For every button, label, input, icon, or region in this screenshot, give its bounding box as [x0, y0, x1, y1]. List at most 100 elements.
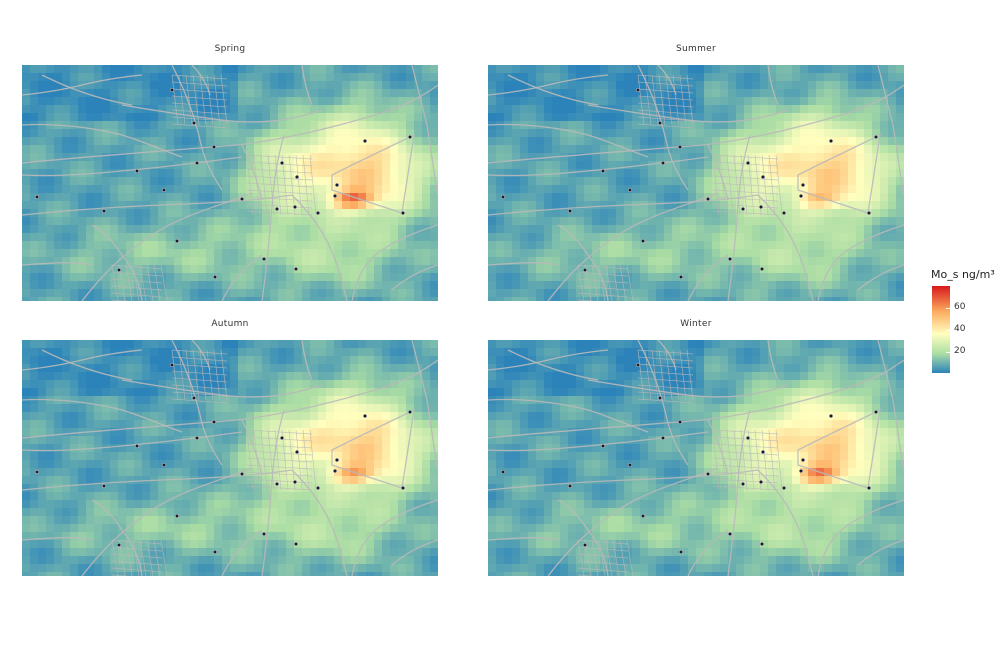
station-marker[interactable]	[600, 443, 606, 449]
station-marker[interactable]	[627, 187, 633, 193]
station-marker[interactable]	[239, 471, 245, 477]
station-marker[interactable]	[640, 513, 646, 519]
station-marker[interactable]	[191, 395, 197, 401]
station-marker[interactable]	[866, 210, 872, 216]
station-marker[interactable]	[567, 208, 573, 214]
station-marker[interactable]	[760, 174, 766, 180]
station-marker[interactable]	[705, 196, 711, 202]
station-marker[interactable]	[169, 87, 175, 93]
station-marker[interactable]	[174, 238, 180, 244]
station-marker[interactable]	[758, 204, 764, 210]
station-marker[interactable]	[660, 435, 666, 441]
station-marker[interactable]	[169, 362, 175, 368]
station-marker[interactable]	[873, 409, 879, 415]
station-marker[interactable]	[727, 531, 733, 537]
station-marker[interactable]	[727, 256, 733, 262]
station-marker[interactable]	[134, 443, 140, 449]
station-marker[interactable]	[759, 266, 765, 272]
station-marker[interactable]	[798, 193, 804, 199]
map-panel-winter[interactable]	[488, 340, 904, 576]
station-marker[interactable]	[677, 144, 683, 150]
station-marker[interactable]	[212, 274, 218, 280]
station-marker[interactable]	[161, 187, 167, 193]
station-marker[interactable]	[211, 419, 217, 425]
station-marker[interactable]	[34, 194, 40, 200]
station-marker[interactable]	[760, 449, 766, 455]
station-marker[interactable]	[500, 469, 506, 475]
station-marker[interactable]	[293, 541, 299, 547]
station-marker[interactable]	[640, 238, 646, 244]
station-marker[interactable]	[800, 457, 806, 463]
station-marker[interactable]	[657, 395, 663, 401]
station-marker[interactable]	[740, 481, 746, 487]
station-marker[interactable]	[261, 531, 267, 537]
station-marker[interactable]	[800, 182, 806, 188]
station-marker[interactable]	[828, 413, 834, 419]
station-marker[interactable]	[101, 483, 107, 489]
station-marker[interactable]	[660, 160, 666, 166]
station-marker[interactable]	[407, 134, 413, 140]
station-marker[interactable]	[678, 549, 684, 555]
station-marker[interactable]	[34, 469, 40, 475]
station-marker[interactable]	[582, 267, 588, 273]
map-panel-autumn[interactable]	[22, 340, 438, 576]
station-marker[interactable]	[239, 196, 245, 202]
station-marker[interactable]	[334, 182, 340, 188]
station-marker[interactable]	[798, 468, 804, 474]
station-marker[interactable]	[600, 168, 606, 174]
station-marker[interactable]	[194, 160, 200, 166]
station-marker[interactable]	[866, 485, 872, 491]
station-marker[interactable]	[293, 266, 299, 272]
station-marker[interactable]	[635, 87, 641, 93]
station-marker[interactable]	[627, 462, 633, 468]
map-panel-summer[interactable]	[488, 65, 904, 301]
station-marker[interactable]	[134, 168, 140, 174]
station-marker[interactable]	[191, 120, 197, 126]
station-marker[interactable]	[781, 485, 787, 491]
station-marker[interactable]	[315, 210, 321, 216]
station-marker[interactable]	[116, 267, 122, 273]
station-marker[interactable]	[332, 193, 338, 199]
station-marker[interactable]	[705, 471, 711, 477]
station-marker[interactable]	[758, 479, 764, 485]
station-marker[interactable]	[279, 160, 285, 166]
station-marker[interactable]	[315, 485, 321, 491]
station-marker[interactable]	[362, 138, 368, 144]
station-marker[interactable]	[292, 204, 298, 210]
station-marker[interactable]	[740, 206, 746, 212]
station-marker[interactable]	[677, 419, 683, 425]
station-marker[interactable]	[116, 542, 122, 548]
station-marker[interactable]	[211, 144, 217, 150]
station-marker[interactable]	[294, 174, 300, 180]
station-marker[interactable]	[194, 435, 200, 441]
station-marker[interactable]	[292, 479, 298, 485]
station-marker[interactable]	[101, 208, 107, 214]
station-marker[interactable]	[567, 483, 573, 489]
station-marker[interactable]	[161, 462, 167, 468]
station-marker[interactable]	[294, 449, 300, 455]
station-marker[interactable]	[334, 457, 340, 463]
station-marker[interactable]	[261, 256, 267, 262]
station-marker[interactable]	[759, 541, 765, 547]
station-marker[interactable]	[400, 485, 406, 491]
station-marker[interactable]	[635, 362, 641, 368]
station-marker[interactable]	[274, 206, 280, 212]
station-marker[interactable]	[362, 413, 368, 419]
station-marker[interactable]	[745, 160, 751, 166]
station-marker[interactable]	[274, 481, 280, 487]
station-marker[interactable]	[828, 138, 834, 144]
map-panel-spring[interactable]	[22, 65, 438, 301]
station-marker[interactable]	[781, 210, 787, 216]
station-marker[interactable]	[407, 409, 413, 415]
station-marker[interactable]	[657, 120, 663, 126]
station-marker[interactable]	[873, 134, 879, 140]
station-marker[interactable]	[332, 468, 338, 474]
station-marker[interactable]	[400, 210, 406, 216]
station-marker[interactable]	[500, 194, 506, 200]
station-marker[interactable]	[582, 542, 588, 548]
station-marker[interactable]	[279, 435, 285, 441]
station-marker[interactable]	[678, 274, 684, 280]
station-marker[interactable]	[174, 513, 180, 519]
station-marker[interactable]	[745, 435, 751, 441]
station-marker[interactable]	[212, 549, 218, 555]
